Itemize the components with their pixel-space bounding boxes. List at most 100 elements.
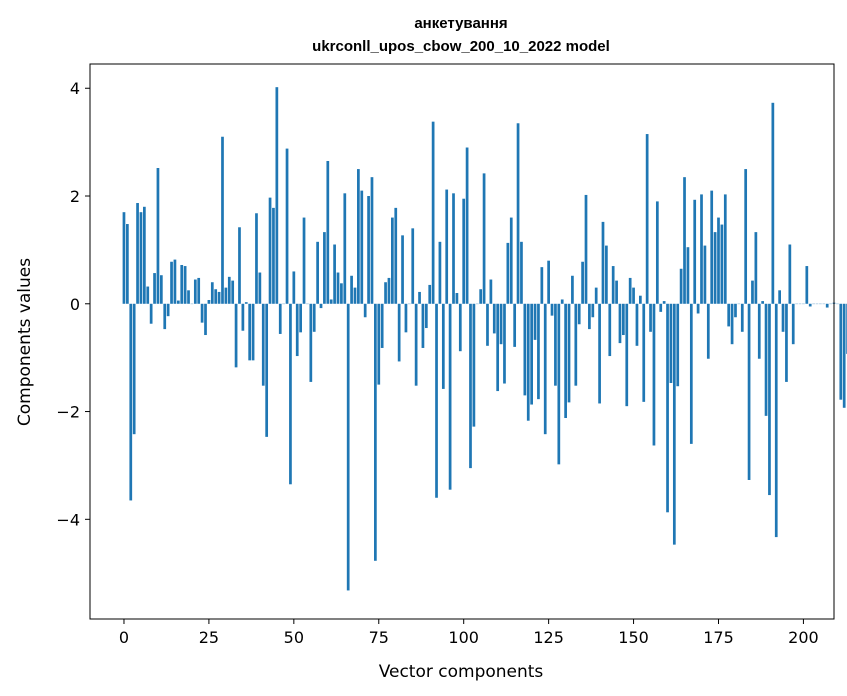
bar-190 [768, 303, 771, 496]
bar-105 [479, 289, 483, 304]
bar-3 [132, 303, 136, 435]
bar-145 [615, 280, 618, 304]
bar-46 [278, 303, 282, 334]
bar-22 [197, 277, 201, 304]
bar-69 [357, 169, 360, 304]
bar-10 [156, 168, 160, 304]
bar-99 [458, 303, 462, 352]
bar-72 [367, 196, 370, 304]
bar-41 [261, 303, 265, 386]
x-tick-label: 100 [448, 628, 479, 647]
bar-151 [635, 303, 639, 346]
bar-49 [289, 303, 292, 485]
bar-17 [180, 264, 184, 304]
bar-81 [397, 303, 401, 362]
x-tick-label: 50 [284, 628, 304, 647]
x-tick-label: 175 [703, 628, 734, 647]
bar-211 [839, 303, 843, 400]
bar-14 [170, 261, 173, 304]
bar-60 [326, 160, 330, 304]
bar-186 [754, 232, 758, 304]
bar-154 [645, 134, 649, 304]
bar-212 [842, 303, 846, 408]
x-axis-label: Vector components [379, 662, 544, 682]
bar-93 [438, 241, 442, 304]
bar-110 [496, 303, 500, 392]
bar-64 [340, 283, 343, 304]
plot-area-frame [89, 63, 835, 620]
bar-127 [554, 303, 557, 386]
bar-185 [751, 280, 754, 304]
bar-111 [499, 303, 503, 345]
bar-66 [346, 303, 350, 591]
bar-133 [574, 303, 578, 386]
bar-27 [214, 289, 218, 304]
bar-157 [655, 201, 659, 304]
bar-56 [312, 303, 316, 332]
bar-91 [431, 121, 435, 304]
bar-178 [727, 303, 731, 327]
bar-152 [639, 295, 642, 304]
bar-112 [503, 303, 506, 384]
bar-193 [778, 290, 781, 304]
bar-26 [210, 282, 214, 304]
bar-38 [251, 303, 255, 361]
bar-98 [455, 293, 459, 304]
bar-106 [482, 173, 486, 304]
x-tick-label: 150 [618, 628, 649, 647]
x-tick-label: 75 [369, 628, 389, 647]
bar-85 [411, 228, 415, 304]
bar-51 [295, 303, 299, 357]
bar-30 [224, 287, 228, 304]
bar-119 [526, 303, 530, 421]
bar-78 [387, 277, 391, 304]
bar-74 [374, 303, 377, 561]
bars-group [122, 87, 847, 591]
bar-120 [530, 303, 533, 405]
bar-144 [611, 266, 615, 304]
y-axis: −4 −2 0 2 4 [56, 79, 90, 529]
bar-24 [204, 303, 207, 336]
bar-114 [509, 217, 513, 304]
bar-2 [129, 303, 133, 501]
chart-title-line2: ukrconll_upos_cbow_200_10_2022 model [312, 38, 610, 55]
bar-172 [706, 303, 710, 359]
bar-169 [696, 303, 700, 314]
x-axis: 0 25 50 75 100 125 150 175 200 [119, 619, 819, 647]
bar-23 [200, 303, 204, 323]
bar-168 [693, 199, 697, 304]
bar-158 [659, 303, 663, 312]
bar-123 [540, 267, 544, 304]
bar-40 [258, 272, 262, 304]
bar-43 [268, 197, 272, 304]
bar-34 [238, 227, 241, 304]
bar-53 [302, 217, 306, 304]
bar-59 [323, 232, 326, 304]
bar-125 [547, 260, 550, 304]
bar-44 [272, 207, 275, 304]
bar-96 [448, 303, 452, 490]
bar-177 [723, 194, 727, 304]
bar-33 [234, 303, 238, 368]
bar-76 [380, 303, 384, 348]
bar-124 [543, 303, 547, 435]
bar-129 [560, 299, 564, 304]
bar-187 [757, 303, 761, 359]
bar-192 [774, 303, 778, 538]
bar-207 [825, 303, 829, 308]
bar-140 [598, 303, 601, 404]
bar-116 [516, 123, 520, 304]
bar-87 [418, 291, 421, 304]
bar-37 [248, 303, 252, 361]
bar-179 [730, 303, 734, 345]
bar-188 [761, 301, 765, 304]
bar-35 [241, 303, 245, 331]
bar-19 [187, 290, 190, 304]
bar-122 [537, 303, 540, 400]
bar-31 [227, 276, 231, 304]
bar-48 [285, 148, 289, 304]
bar-149 [628, 277, 632, 304]
bar-32 [231, 280, 235, 304]
bar-70 [360, 190, 364, 304]
bar-4 [136, 203, 139, 304]
